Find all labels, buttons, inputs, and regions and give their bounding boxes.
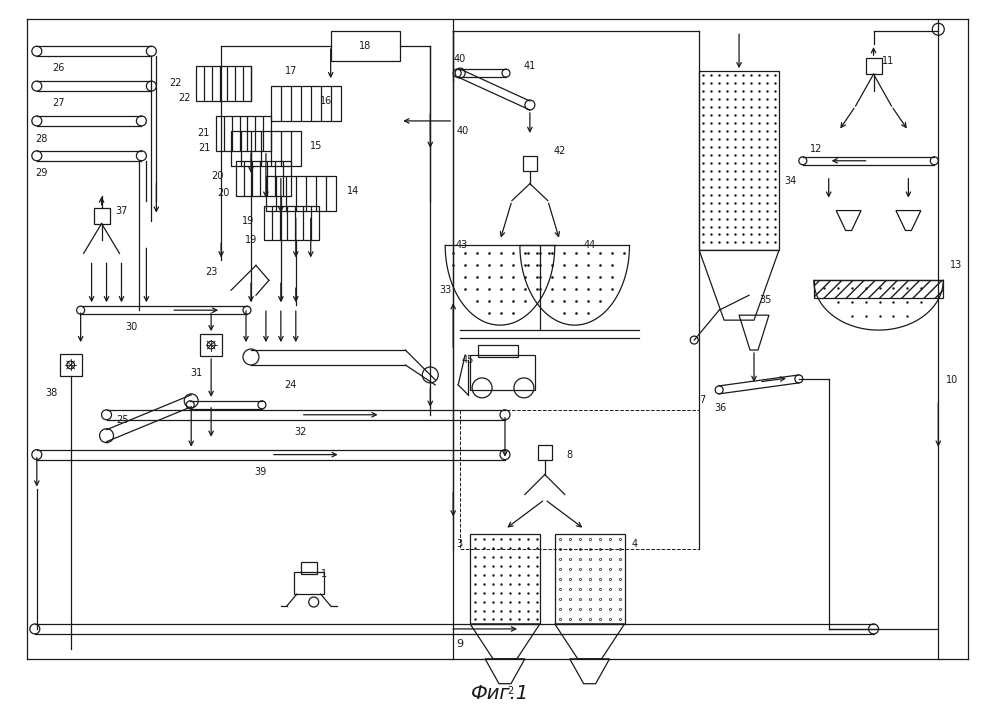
Text: 28: 28 (36, 134, 48, 144)
Bar (555, 534, 625, 624)
Text: 10: 10 (946, 375, 959, 385)
Text: 9: 9 (457, 639, 464, 649)
Bar (266, 176, 336, 211)
Text: 20: 20 (212, 171, 224, 181)
Text: 12: 12 (810, 144, 822, 154)
Text: 36: 36 (714, 403, 726, 413)
Bar (699, 71, 779, 251)
Text: 32: 32 (295, 426, 307, 436)
Text: 14: 14 (347, 186, 360, 196)
Text: 31: 31 (190, 368, 202, 378)
Text: 37: 37 (115, 206, 128, 216)
Bar (216, 116, 271, 151)
Text: 41: 41 (524, 61, 536, 71)
Bar (294, 572, 324, 594)
Text: 29: 29 (36, 168, 48, 178)
Bar (866, 58, 882, 74)
Text: 15: 15 (310, 141, 322, 151)
Text: 22: 22 (178, 93, 190, 103)
Bar (196, 66, 251, 101)
Text: 23: 23 (205, 267, 217, 278)
Text: Фиг.1: Фиг.1 (471, 684, 529, 703)
Text: 7: 7 (699, 395, 705, 405)
Text: 13: 13 (950, 261, 962, 271)
Bar (538, 445, 552, 459)
Text: 34: 34 (784, 176, 796, 186)
Text: 21: 21 (198, 143, 210, 153)
Text: 4: 4 (631, 539, 638, 549)
Text: 30: 30 (125, 322, 138, 332)
Text: 35: 35 (759, 295, 771, 305)
Text: 8: 8 (567, 449, 573, 460)
Bar (60, 354, 82, 376)
Bar (236, 161, 291, 196)
Text: 22: 22 (170, 78, 182, 88)
Text: 33: 33 (439, 286, 451, 295)
Bar (470, 355, 535, 390)
Bar (301, 562, 317, 574)
Text: 44: 44 (584, 241, 596, 251)
Text: 45: 45 (462, 355, 474, 365)
Bar (271, 86, 341, 121)
Bar (478, 345, 518, 357)
Text: 16: 16 (320, 96, 332, 106)
Text: 26: 26 (53, 63, 65, 73)
Text: 19: 19 (242, 216, 254, 226)
Bar (814, 281, 943, 298)
Text: 27: 27 (52, 98, 65, 108)
Bar (200, 334, 222, 356)
Text: 40: 40 (457, 126, 469, 136)
Bar (94, 208, 110, 224)
Text: 1: 1 (321, 569, 327, 579)
Text: 2: 2 (507, 686, 513, 696)
Bar (470, 534, 540, 624)
Bar (523, 156, 537, 171)
Bar (264, 206, 319, 241)
Text: 42: 42 (554, 146, 566, 156)
Text: 24: 24 (285, 380, 297, 390)
Text: 3: 3 (456, 539, 462, 549)
Text: 19: 19 (245, 236, 257, 246)
Text: 38: 38 (46, 388, 58, 398)
Text: 18: 18 (359, 41, 372, 51)
Text: 40: 40 (453, 54, 465, 64)
Bar (231, 131, 301, 166)
Text: 43: 43 (456, 241, 468, 251)
Text: 11: 11 (882, 56, 895, 66)
Text: 39: 39 (255, 466, 267, 476)
Text: 21: 21 (197, 128, 209, 138)
Text: 25: 25 (117, 415, 129, 425)
Text: 17: 17 (285, 66, 297, 76)
Text: 20: 20 (217, 188, 229, 198)
Bar (331, 31, 400, 61)
